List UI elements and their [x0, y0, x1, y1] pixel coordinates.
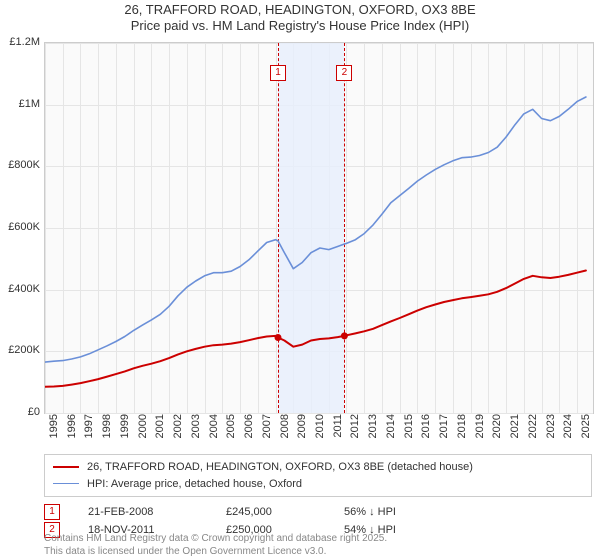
chart-plot-area: 12: [44, 42, 594, 414]
x-tick-label: 2017: [438, 414, 450, 446]
event-price: £245,000: [226, 506, 316, 518]
title-block: 26, TRAFFORD ROAD, HEADINGTON, OXFORD, O…: [0, 0, 600, 35]
attribution-line-2: This data is licensed under the Open Gov…: [44, 546, 326, 557]
y-tick-label: £1.2M: [0, 36, 40, 48]
x-tick-label: 2025: [580, 414, 592, 446]
series-line-hpi: [45, 97, 586, 362]
x-tick-label: 2003: [190, 414, 202, 446]
x-tick-label: 2006: [243, 414, 255, 446]
y-tick-label: £600K: [0, 221, 40, 233]
x-tick-label: 2007: [261, 414, 273, 446]
legend-swatch: [53, 483, 79, 484]
title-line-2: Price paid vs. HM Land Registry's House …: [0, 18, 600, 34]
x-tick-label: 2001: [154, 414, 166, 446]
x-tick-label: 2020: [491, 414, 503, 446]
x-tick-label: 2011: [332, 414, 344, 446]
x-tick-label: 1998: [101, 414, 113, 446]
legend-row-subject: 26, TRAFFORD ROAD, HEADINGTON, OXFORD, O…: [53, 459, 583, 476]
event-point: [341, 332, 348, 339]
x-tick-label: 2012: [349, 414, 361, 446]
series-line-subject: [45, 271, 586, 387]
y-tick-label: £400K: [0, 283, 40, 295]
x-tick-label: 1999: [119, 414, 131, 446]
legend-label: 26, TRAFFORD ROAD, HEADINGTON, OXFORD, O…: [87, 459, 473, 476]
attribution-line-1: Contains HM Land Registry data © Crown c…: [44, 533, 387, 544]
event-table-row: 1 21-FEB-2008 £245,000 56% ↓ HPI: [44, 503, 592, 521]
x-tick-label: 2022: [527, 414, 539, 446]
x-tick-label: 2013: [367, 414, 379, 446]
event-hpi-delta: 56% ↓ HPI: [344, 506, 454, 518]
y-tick-label: £1M: [0, 98, 40, 110]
x-tick-label: 2000: [137, 414, 149, 446]
x-tick-label: 2015: [403, 414, 415, 446]
event-table-badge: 1: [44, 504, 60, 520]
x-tick-label: 2021: [509, 414, 521, 446]
x-tick-label: 2005: [225, 414, 237, 446]
x-tick-label: 2018: [456, 414, 468, 446]
legend-swatch: [53, 466, 79, 468]
x-tick-label: 1995: [48, 414, 60, 446]
event-point: [275, 334, 282, 341]
legend: 26, TRAFFORD ROAD, HEADINGTON, OXFORD, O…: [44, 454, 592, 539]
x-tick-label: 2014: [385, 414, 397, 446]
x-tick-label: 2008: [279, 414, 291, 446]
event-date: 21-FEB-2008: [88, 506, 198, 518]
series-svg: [45, 43, 593, 413]
x-tick-label: 1997: [83, 414, 95, 446]
x-tick-label: 2024: [562, 414, 574, 446]
x-tick-label: 2002: [172, 414, 184, 446]
x-tick-label: 1996: [66, 414, 78, 446]
x-tick-label: 2010: [314, 414, 326, 446]
x-tick-label: 2016: [420, 414, 432, 446]
y-tick-label: £0: [0, 406, 40, 418]
x-tick-label: 2023: [545, 414, 557, 446]
attribution: Contains HM Land Registry data © Crown c…: [44, 533, 387, 558]
x-tick-label: 2004: [208, 414, 220, 446]
y-tick-label: £200K: [0, 344, 40, 356]
x-tick-label: 2019: [474, 414, 486, 446]
gridline-horizontal: [45, 413, 593, 414]
legend-box: 26, TRAFFORD ROAD, HEADINGTON, OXFORD, O…: [44, 454, 592, 497]
legend-row-hpi: HPI: Average price, detached house, Oxfo…: [53, 476, 583, 493]
chart-container: 26, TRAFFORD ROAD, HEADINGTON, OXFORD, O…: [0, 0, 600, 560]
y-tick-label: £800K: [0, 159, 40, 171]
title-line-1: 26, TRAFFORD ROAD, HEADINGTON, OXFORD, O…: [0, 2, 600, 18]
legend-label: HPI: Average price, detached house, Oxfo…: [87, 476, 302, 493]
x-tick-label: 2009: [296, 414, 308, 446]
